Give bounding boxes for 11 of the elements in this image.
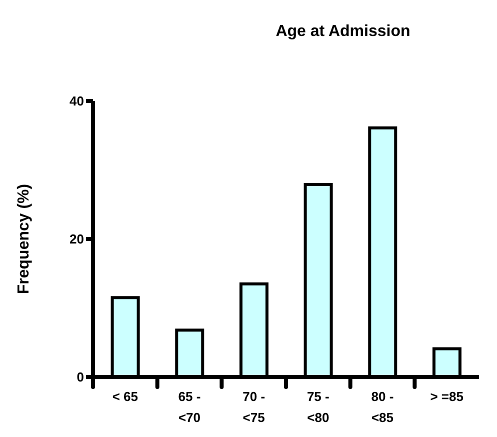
y-axis-title: Frequency (%) — [16, 184, 33, 294]
x-tick-label: < 65 — [112, 389, 138, 404]
x-tick-label: 75 - <80 — [306, 389, 330, 425]
chart-title: Age at Admission — [274, 23, 412, 41]
x-tick-label: 65 - <70 — [178, 389, 201, 425]
y-tick-label: 0 — [76, 370, 84, 385]
x-tick-label: 70 - <75 — [242, 389, 266, 425]
y-tick-label: 20 — [70, 232, 84, 247]
x-tick-label: > =85 — [430, 389, 464, 404]
y-tick-label: 40 — [70, 94, 84, 109]
x-tick-label: 80 - <85 — [371, 389, 394, 425]
